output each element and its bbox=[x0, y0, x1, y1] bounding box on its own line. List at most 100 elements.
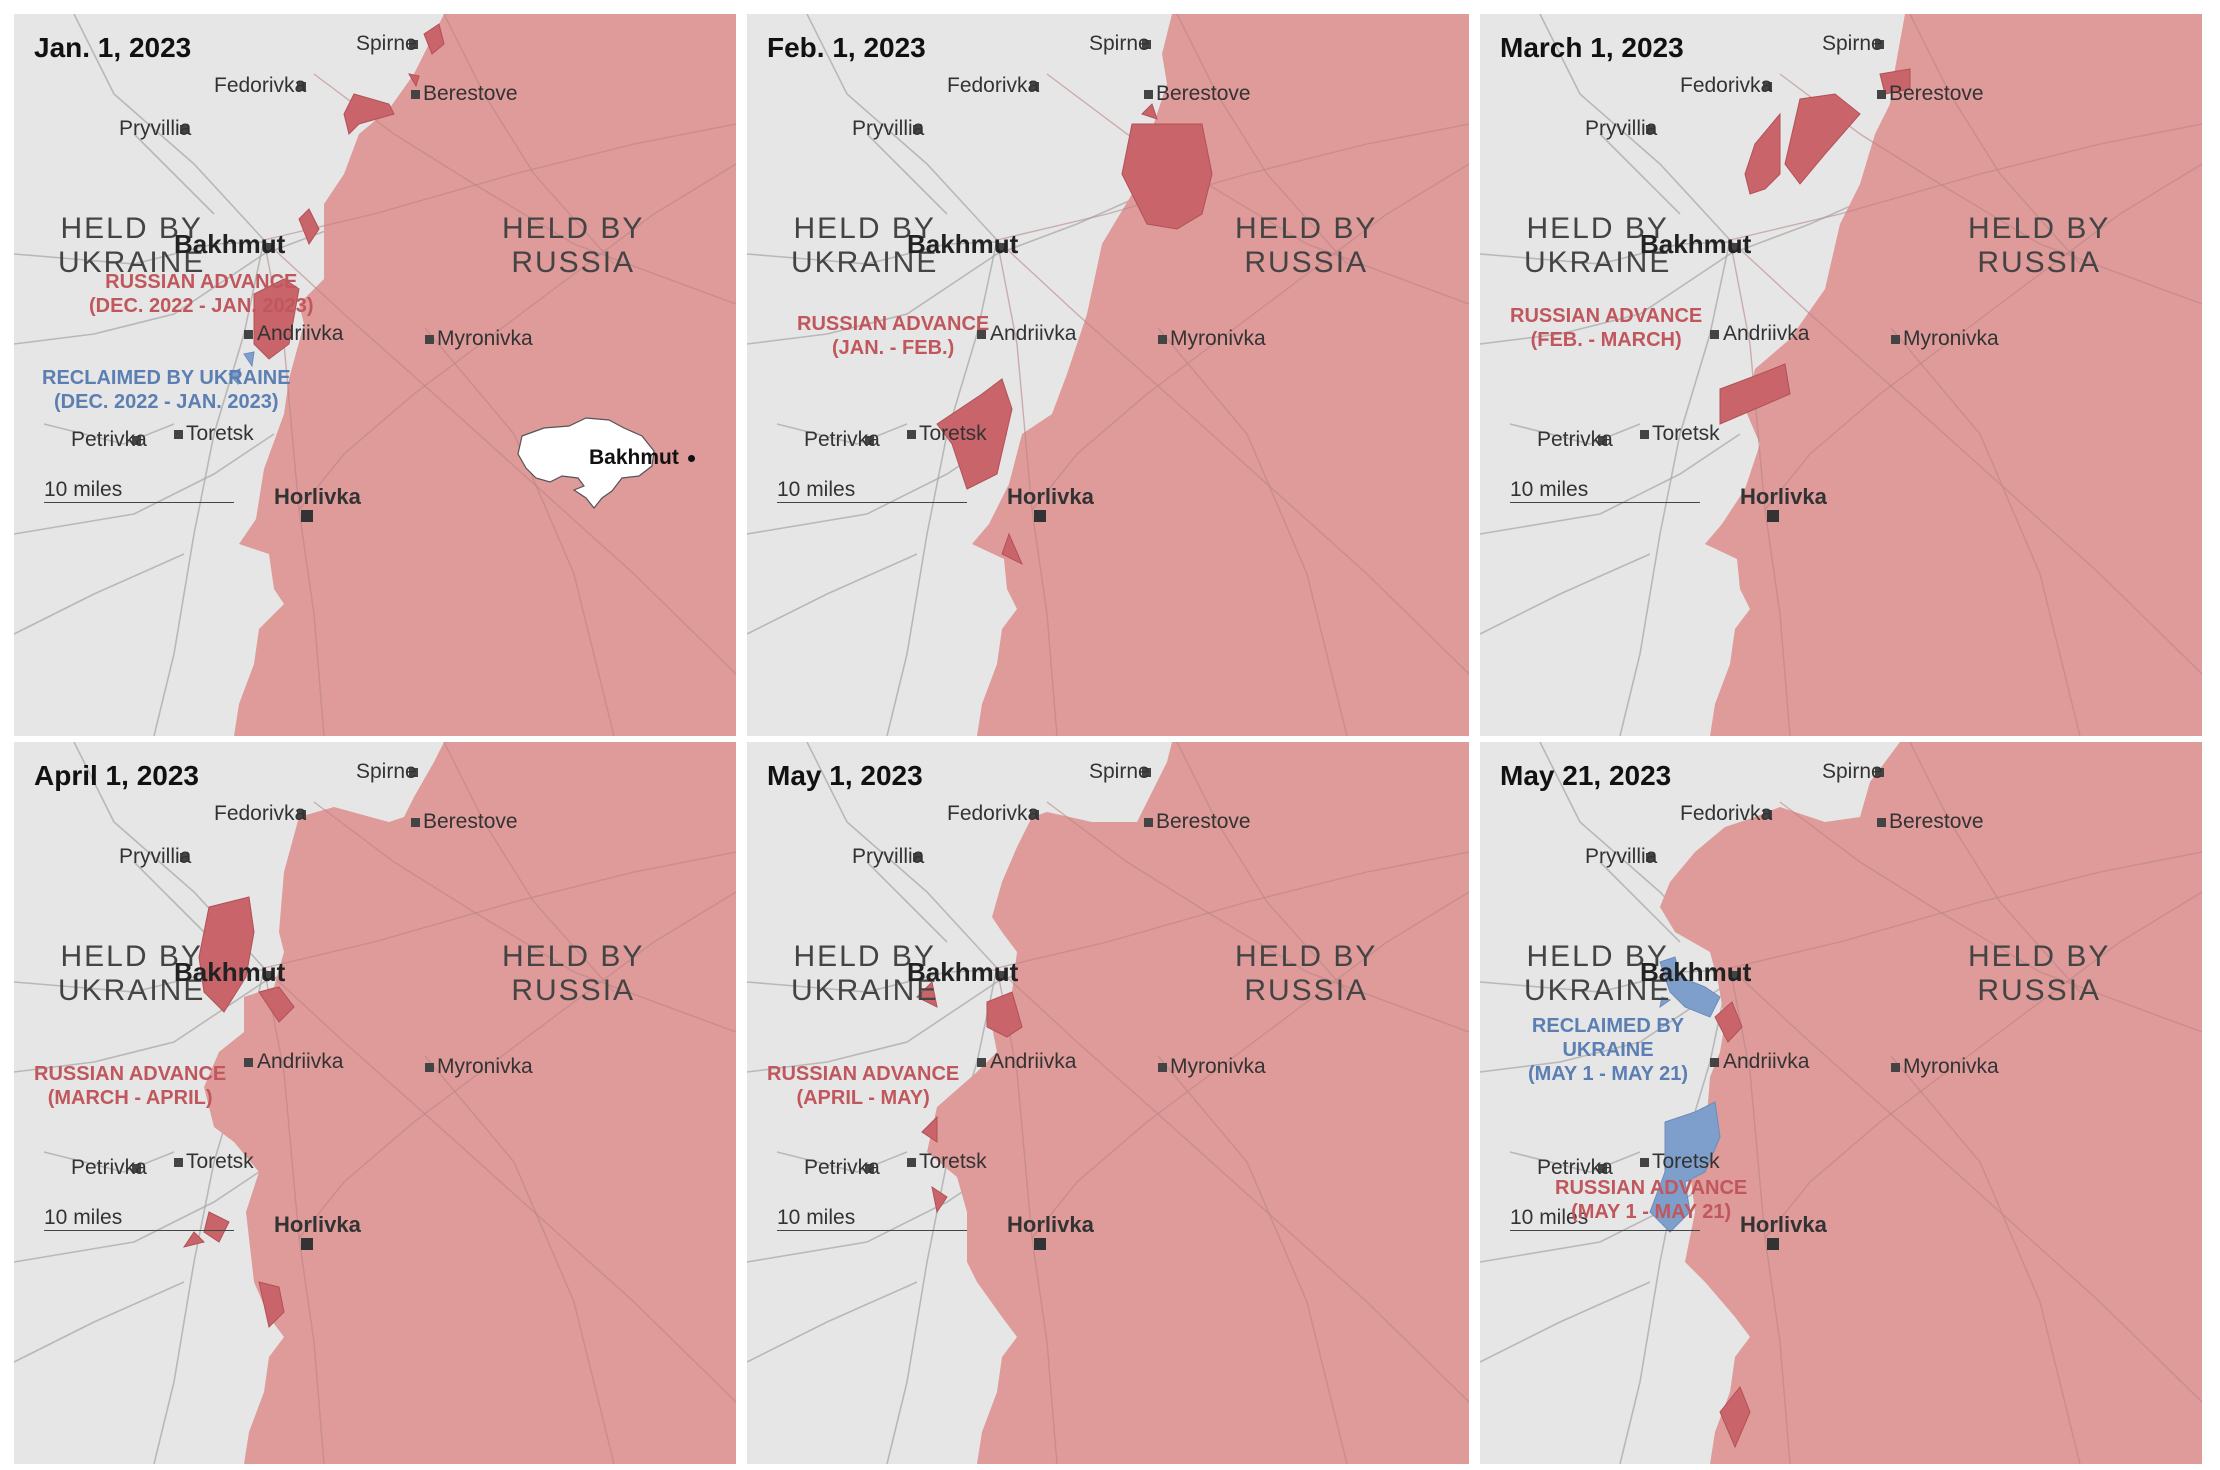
town-label-berestove: Berestove bbox=[423, 82, 518, 105]
russian-advance-area bbox=[182, 1231, 205, 1248]
held-by-ukraine-label-line: UKRAINE bbox=[58, 246, 206, 279]
russian-advance-area bbox=[921, 1115, 938, 1143]
town-marker bbox=[1767, 1238, 1779, 1250]
held-by-ukraine-label-line: UKRAINE bbox=[58, 974, 206, 1007]
held-by-russia-label: HELD BY RUSSIA bbox=[1235, 940, 1377, 1008]
held-by-ukraine-label-line: UKRAINE bbox=[791, 246, 939, 279]
scale-label: 10 miles bbox=[1510, 478, 1589, 501]
map-panel: Jan. 1, 2023 HELD BY UKRAINE HELD BY RUSSIA S… bbox=[14, 14, 736, 736]
town-label-petrivka: Petrivka bbox=[71, 1156, 147, 1179]
town-label-bakhmut: Bakhmut bbox=[1640, 957, 1752, 987]
russian-advance-area bbox=[198, 896, 255, 1013]
russian-advance-label-line: (JAN. - FEB.) bbox=[832, 337, 955, 359]
russian-advance-label-line: (MAY 1 - MAY 21) bbox=[1571, 1201, 1732, 1223]
town-label-andriivka: Andriivka bbox=[257, 1050, 344, 1073]
town-label-toretsk: Toretsk bbox=[919, 422, 987, 445]
russian-advance-area bbox=[258, 986, 295, 1023]
russian-advance-area bbox=[986, 991, 1023, 1038]
held-by-ukraine-label-line: UKRAINE bbox=[1524, 974, 1672, 1007]
town-label-horlivka: Horlivka bbox=[1740, 484, 1827, 509]
town-label-spirne: Spirne bbox=[1822, 32, 1883, 55]
held-by-ukraine-label-line: HELD BY bbox=[793, 212, 936, 245]
town-marker bbox=[1142, 768, 1151, 777]
town-label-myronivka: Myronivka bbox=[1170, 327, 1266, 350]
russian-advance-label-line: (DEC. 2022 - JAN. 2023) bbox=[89, 295, 314, 317]
held-by-ukraine-label-line: UKRAINE bbox=[791, 974, 939, 1007]
town-marker bbox=[865, 1164, 874, 1173]
reclaimed-by-ukraine-label: RECLAIMED BY UKRAINE (MAY 1 - MAY 21) bbox=[1528, 1014, 1688, 1086]
held-by-ukraine-label-line: HELD BY bbox=[793, 940, 936, 973]
russian-advance-area bbox=[203, 1211, 230, 1243]
town-marker bbox=[297, 82, 306, 91]
held-by-russia-label-line: HELD BY bbox=[1968, 212, 2111, 245]
town-marker bbox=[1158, 335, 1167, 344]
scale-label: 10 miles bbox=[777, 1206, 856, 1229]
town-label-spirne: Spirne bbox=[356, 760, 417, 783]
town-marker bbox=[907, 1158, 916, 1167]
held-by-ukraine-label: HELD BY UKRAINE bbox=[58, 212, 205, 280]
map-base bbox=[747, 14, 1469, 736]
town-label-horlivka: Horlivka bbox=[1007, 484, 1094, 509]
map-panel: May 21, 2023 HELD BY UKRAINE HELD BY RUSSIA S… bbox=[1480, 742, 2202, 1464]
held-by-ukraine-label: HELD BY UKRAINE bbox=[1524, 940, 1671, 1008]
town-marker bbox=[301, 510, 313, 522]
russian-advance-label-line: RUSSIAN ADVANCE bbox=[34, 1063, 227, 1085]
russian-advance-area bbox=[253, 278, 300, 360]
scale-bar bbox=[1510, 502, 1700, 503]
town-marker bbox=[1875, 768, 1884, 777]
town-marker bbox=[865, 436, 874, 445]
scale-label: 10 miles bbox=[1510, 1206, 1589, 1229]
town-marker bbox=[132, 1164, 141, 1173]
russian-advance-area bbox=[931, 1185, 948, 1214]
town-label-andriivka: Andriivka bbox=[257, 322, 344, 345]
town-label-petrivka: Petrivka bbox=[804, 1156, 880, 1179]
held-by-ukraine-label-line: UKRAINE bbox=[1524, 246, 1672, 279]
scale-bar bbox=[777, 502, 967, 503]
town-marker bbox=[977, 1058, 986, 1067]
town-label-andriivka: Andriivka bbox=[990, 322, 1077, 345]
russian-advance-area bbox=[343, 93, 395, 135]
held-by-ukraine-label-line: HELD BY bbox=[60, 212, 203, 245]
russian-advance-label-line: (MARCH - APRIL) bbox=[47, 1087, 213, 1109]
town-marker bbox=[1763, 82, 1772, 91]
reclaimed-area bbox=[228, 368, 241, 386]
town-marker bbox=[409, 40, 418, 49]
town-label-fedorivka: Fedorivka bbox=[947, 74, 1040, 97]
town-marker bbox=[425, 335, 434, 344]
russian-advance-label: RUSSIAN ADVANCE (FEB. - MARCH) bbox=[1510, 304, 1702, 352]
town-label-petrivka: Petrivka bbox=[1537, 1156, 1613, 1179]
town-label-myronivka: Myronivka bbox=[437, 1055, 533, 1078]
town-marker bbox=[1730, 243, 1739, 252]
held-by-russia-label: HELD BY RUSSIA bbox=[502, 212, 644, 280]
held-by-russia-label-line: RUSSIA bbox=[511, 246, 636, 279]
town-marker bbox=[180, 125, 189, 134]
russian-advance-area bbox=[936, 378, 1013, 490]
town-label-myronivka: Myronivka bbox=[1903, 327, 1999, 350]
town-label-spirne: Spirne bbox=[1089, 760, 1150, 783]
russian-advance-area bbox=[1744, 112, 1781, 195]
town-marker bbox=[180, 853, 189, 862]
map-base bbox=[14, 14, 736, 736]
town-marker bbox=[264, 971, 273, 980]
town-label-spirne: Spirne bbox=[1089, 32, 1150, 55]
town-marker bbox=[1710, 330, 1719, 339]
town-label-horlivka: Horlivka bbox=[274, 1212, 361, 1237]
town-label-spirne: Spirne bbox=[356, 32, 417, 55]
reclaimed-by-ukraine-label-line: RECLAIMED BY bbox=[1531, 1015, 1685, 1037]
held-by-russia-label-line: HELD BY bbox=[1968, 940, 2111, 973]
reclaimed-by-ukraine-label-line: UKRAINE bbox=[1562, 1039, 1654, 1061]
town-marker bbox=[1877, 90, 1886, 99]
held-by-russia-label: HELD BY RUSSIA bbox=[1968, 940, 2110, 1008]
town-label-toretsk: Toretsk bbox=[919, 1150, 987, 1173]
held-by-russia-label-line: HELD BY bbox=[1235, 212, 1378, 245]
held-by-ukraine-label: HELD BY UKRAINE bbox=[791, 212, 938, 280]
town-label-spirne: Spirne bbox=[1822, 760, 1883, 783]
town-label-fedorivka: Fedorivka bbox=[214, 802, 307, 825]
town-marker bbox=[1034, 510, 1046, 522]
town-label-myronivka: Myronivka bbox=[437, 327, 533, 350]
town-marker bbox=[1877, 818, 1886, 827]
held-by-russia-label-line: RUSSIA bbox=[1244, 246, 1369, 279]
town-label-pryvillia: Pryvillia bbox=[119, 117, 192, 140]
russian-advance-label: RUSSIAN ADVANCE (DEC. 2022 - JAN. 2023) bbox=[89, 270, 314, 318]
